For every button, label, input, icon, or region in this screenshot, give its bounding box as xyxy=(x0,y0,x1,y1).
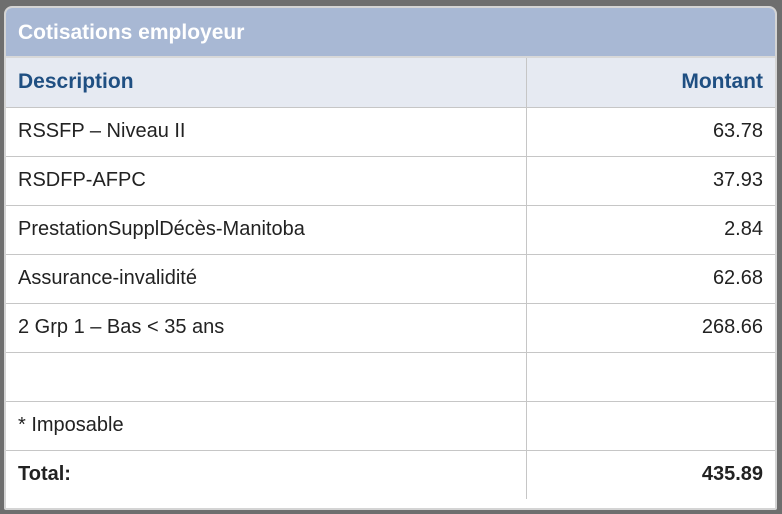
total-label: Total: xyxy=(6,449,527,499)
table-row: RSSFP – Niveau II 63.78 xyxy=(6,106,775,157)
table-row-empty xyxy=(6,351,775,402)
row-description: 2 Grp 1 – Bas < 35 ans xyxy=(6,302,527,353)
table-row: 2 Grp 1 – Bas < 35 ans 268.66 xyxy=(6,302,775,353)
taxable-note: * Imposable xyxy=(6,400,527,451)
row-amount xyxy=(525,351,775,402)
column-header-amount: Montant xyxy=(525,58,775,108)
total-amount: 435.89 xyxy=(525,449,775,499)
panel-title: Cotisations employeur xyxy=(6,8,775,58)
row-description: PrestationSupplDécès-Manitoba xyxy=(6,204,527,255)
total-row: Total: 435.89 xyxy=(6,449,775,499)
column-header-description: Description xyxy=(6,58,527,108)
table-header-row: Description Montant xyxy=(6,58,775,108)
row-amount: 268.66 xyxy=(525,302,775,353)
table-row: Assurance-invalidité 62.68 xyxy=(6,253,775,304)
row-amount: 37.93 xyxy=(525,155,775,206)
row-description xyxy=(6,351,527,402)
table-row-taxable-note: * Imposable xyxy=(6,400,775,451)
row-amount: 62.68 xyxy=(525,253,775,304)
row-amount: 2.84 xyxy=(525,204,775,255)
contributions-table: Description Montant RSSFP – Niveau II 63… xyxy=(6,58,775,499)
row-amount: 63.78 xyxy=(525,106,775,157)
row-amount xyxy=(525,400,775,451)
row-description: Assurance-invalidité xyxy=(6,253,527,304)
table-row: RSDFP-AFPC 37.93 xyxy=(6,155,775,206)
row-description: RSDFP-AFPC xyxy=(6,155,527,206)
row-description: RSSFP – Niveau II xyxy=(6,106,527,157)
table-row: PrestationSupplDécès-Manitoba 2.84 xyxy=(6,204,775,255)
employer-contributions-panel: Cotisations employeur Description Montan… xyxy=(4,6,777,510)
